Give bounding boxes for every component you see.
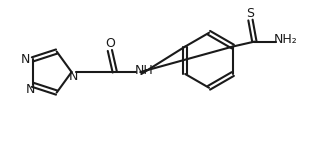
Text: N: N bbox=[21, 53, 30, 66]
Text: S: S bbox=[246, 7, 255, 20]
Text: NH₂: NH₂ bbox=[274, 33, 298, 46]
Text: N: N bbox=[26, 83, 35, 96]
Text: NH: NH bbox=[135, 64, 154, 77]
Text: N: N bbox=[69, 70, 78, 83]
Text: O: O bbox=[105, 37, 115, 50]
